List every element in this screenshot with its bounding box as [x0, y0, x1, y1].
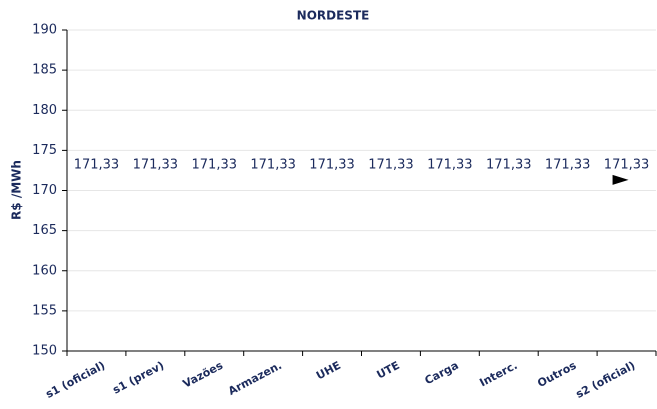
value-label: 171,33 [427, 157, 473, 172]
y-tick-label: 170 [32, 183, 57, 198]
x-tick-label: s1 (oficial) [44, 359, 108, 401]
y-tick-label: 155 [32, 303, 57, 318]
y-tick-label: 185 [32, 63, 57, 78]
y-tick-label: 160 [32, 263, 57, 278]
y-tick-label: 180 [32, 103, 57, 118]
y-tick-label: 190 [32, 23, 57, 38]
x-tick-label: s1 (prev) [111, 359, 167, 397]
x-tick-label: UTE [375, 359, 402, 382]
value-label: 171,33 [368, 157, 414, 172]
x-tick-label: UHE [314, 359, 343, 383]
y-tick-label: 175 [32, 143, 57, 158]
value-label: 171,33 [74, 157, 120, 172]
value-label: 171,33 [309, 157, 355, 172]
x-tick-label: s2 (oficial) [574, 359, 638, 401]
chart-title: NORDESTE [297, 9, 370, 23]
x-tick-label: Outros [535, 359, 579, 390]
y-tick-label: 165 [32, 223, 57, 238]
y-tick-label: 150 [32, 344, 57, 359]
value-label: 171,33 [604, 157, 650, 172]
x-tick-label: Interc. [477, 359, 519, 390]
value-label: 171,33 [545, 157, 591, 172]
x-tick-label: Carga [423, 359, 461, 387]
y-axis-label: R$ /MWh [10, 160, 24, 220]
x-tick-label: Vazões [181, 359, 226, 391]
end-marker [612, 174, 629, 185]
value-label: 171,33 [133, 157, 179, 172]
value-label: 171,33 [192, 157, 238, 172]
value-label: 171,33 [250, 157, 296, 172]
x-tick-label: Armazen. [226, 359, 284, 398]
value-label: 171,33 [486, 157, 532, 172]
